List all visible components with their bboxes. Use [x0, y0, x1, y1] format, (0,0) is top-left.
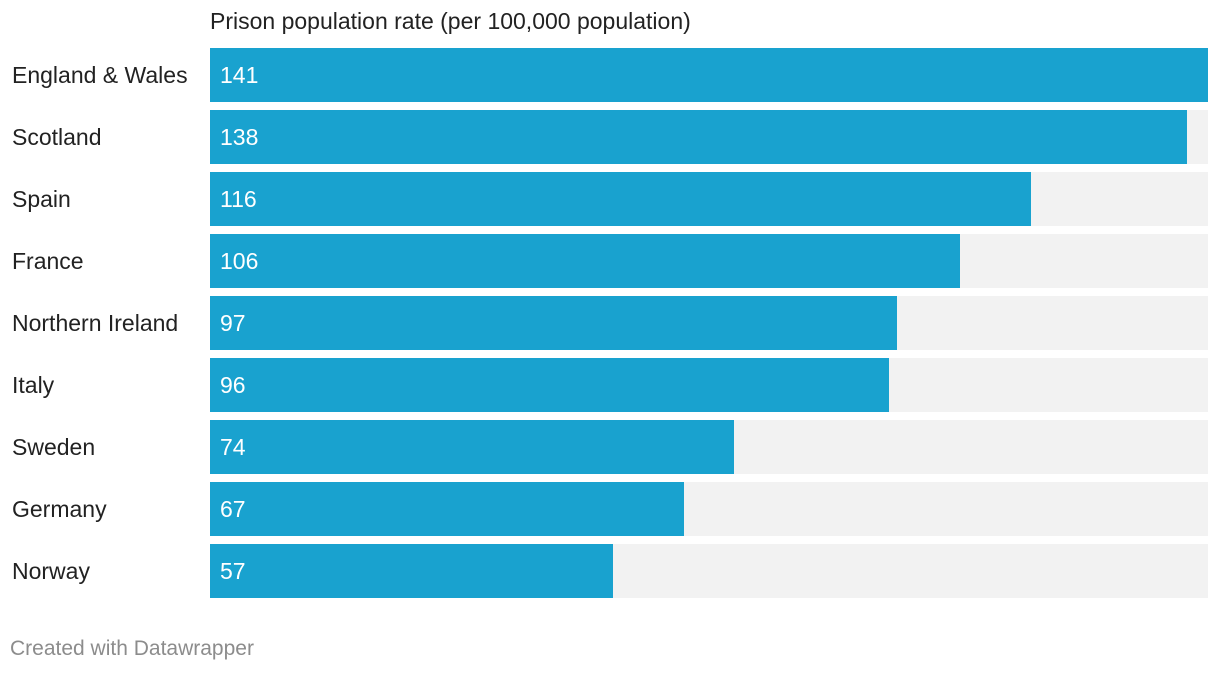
category-label: Northern Ireland	[12, 310, 179, 336]
bar-track: 96	[210, 358, 1208, 412]
value-label: 97	[220, 310, 246, 336]
value-label: 96	[220, 372, 246, 398]
value-label: 106	[220, 248, 259, 274]
value-label: 141	[220, 62, 259, 88]
category-label: France	[12, 248, 84, 274]
category-label: Scotland	[12, 124, 102, 150]
value-label: 74	[220, 434, 246, 460]
value-label: 138	[220, 124, 259, 150]
bar-row: Germany 67	[0, 482, 1220, 536]
bar-row: Spain 116	[0, 172, 1220, 226]
bar-track: 138	[210, 110, 1208, 164]
bar	[210, 234, 960, 288]
bar	[210, 358, 889, 412]
bar	[210, 482, 684, 536]
bar-row: Northern Ireland 97	[0, 296, 1220, 350]
bar	[210, 110, 1187, 164]
value-label: 67	[220, 496, 246, 522]
bar-row: France 106	[0, 234, 1220, 288]
category-label: Spain	[12, 186, 71, 212]
category-label: Norway	[12, 558, 90, 584]
bar-track: 141	[210, 48, 1208, 102]
category-label: Sweden	[12, 434, 96, 460]
bar-track: 106	[210, 234, 1208, 288]
bar-track: 116	[210, 172, 1208, 226]
bar-row: England & Wales 141	[0, 48, 1220, 102]
bar	[210, 296, 897, 350]
category-label: England & Wales	[12, 62, 188, 88]
bar-row: Italy 96	[0, 358, 1220, 412]
bar	[210, 172, 1031, 226]
bar-row: Scotland 138	[0, 110, 1220, 164]
bar	[210, 544, 613, 598]
value-label: 116	[220, 186, 257, 212]
value-label: 57	[220, 558, 246, 584]
category-label: Italy	[12, 372, 55, 398]
bar-track: 67	[210, 482, 1208, 536]
bar	[210, 48, 1208, 102]
bar-track: 74	[210, 420, 1208, 474]
bar-row: Sweden 74	[0, 420, 1220, 474]
bar-track: 57	[210, 544, 1208, 598]
bar	[210, 420, 734, 474]
datawrapper-credit: Created with Datawrapper	[10, 637, 254, 660]
category-label: Germany	[12, 496, 107, 522]
bar-row: Norway 57	[0, 544, 1220, 598]
bar-track: 97	[210, 296, 1208, 350]
column-header: Prison population rate (per 100,000 popu…	[210, 8, 691, 34]
